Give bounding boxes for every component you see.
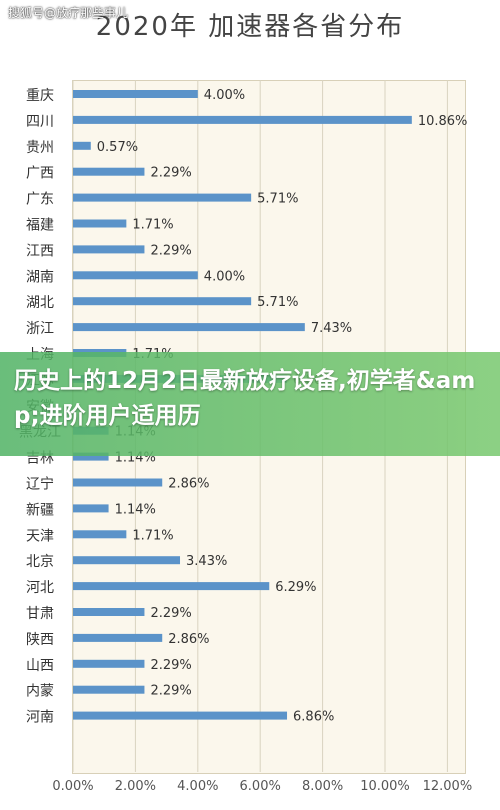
category-label: 山西	[26, 658, 54, 674]
value-label: 1.71%	[132, 218, 173, 233]
category-label: 福建	[26, 218, 54, 234]
value-label: 2.29%	[150, 243, 191, 258]
category-label: 广西	[26, 166, 54, 182]
bar	[73, 167, 145, 176]
bar	[73, 245, 145, 254]
bar	[73, 115, 412, 124]
x-tick-label: 6.00%	[240, 779, 281, 794]
category-label: 北京	[26, 554, 54, 570]
category-label: 湖南	[26, 269, 54, 285]
bar	[73, 659, 145, 668]
category-label: 新疆	[26, 502, 54, 518]
headline-text: 历史上的12月2日最新放疗设备,初学者&amp;进阶用户适用历	[14, 368, 476, 429]
category-label: 贵州	[26, 140, 54, 156]
value-label: 6.86%	[293, 710, 334, 725]
x-tick-label: 10.00%	[360, 779, 410, 794]
category-label: 江西	[26, 243, 54, 259]
value-label: 4.00%	[204, 88, 245, 103]
value-label: 2.86%	[168, 632, 209, 647]
value-label: 2.86%	[168, 477, 209, 492]
chart-title: 2020年 加速器各省分布	[95, 12, 405, 42]
value-label: 2.29%	[150, 606, 191, 621]
category-label: 天津	[26, 528, 54, 544]
category-label: 广东	[26, 192, 54, 208]
bar	[73, 193, 252, 202]
value-label: 2.29%	[150, 166, 191, 181]
bar	[73, 633, 163, 642]
bar	[73, 556, 181, 565]
value-label: 5.71%	[257, 295, 298, 310]
headline-banner[interactable]: 历史上的12月2日最新放疗设备,初学者&amp;进阶用户适用历	[0, 352, 500, 456]
category-label: 陕西	[26, 632, 54, 648]
category-label: 内蒙	[26, 684, 54, 700]
bar	[73, 297, 252, 306]
value-label: 1.14%	[115, 502, 156, 517]
category-label: 甘肃	[26, 606, 54, 622]
value-label: 0.57%	[97, 140, 138, 155]
category-label: 湖北	[26, 295, 54, 311]
bar	[73, 504, 109, 513]
x-tick-label: 2.00%	[115, 779, 156, 794]
value-label: 4.00%	[204, 269, 245, 284]
bar	[73, 141, 91, 150]
category-label: 重庆	[26, 88, 54, 104]
bar	[73, 323, 305, 332]
bar	[73, 685, 145, 694]
bar	[73, 608, 145, 616]
bar	[73, 530, 127, 539]
category-label: 河南	[26, 710, 54, 726]
bar	[73, 452, 109, 461]
x-tick-label: 8.00%	[302, 779, 343, 794]
bar	[73, 711, 288, 720]
category-label: 四川	[26, 114, 54, 130]
bar	[73, 219, 127, 228]
value-label: 6.29%	[275, 580, 316, 595]
category-label: 辽宁	[26, 476, 54, 493]
x-tick-label: 0.00%	[52, 779, 93, 794]
value-label: 10.86%	[418, 114, 468, 129]
bar	[73, 582, 270, 591]
bar	[73, 90, 198, 98]
x-tick-label: 4.00%	[177, 779, 218, 794]
bar	[73, 271, 198, 280]
value-label: 5.71%	[257, 192, 298, 207]
category-label: 河北	[26, 580, 54, 596]
value-label: 7.43%	[311, 321, 352, 336]
category-label: 浙江	[26, 321, 54, 337]
bar	[73, 478, 163, 487]
watermark-text: 搜狐号@放疗那些事儿	[8, 6, 129, 20]
value-label: 2.29%	[150, 684, 191, 699]
value-label: 1.71%	[132, 528, 173, 543]
value-label: 2.29%	[150, 658, 191, 673]
value-label: 3.43%	[186, 554, 227, 569]
x-tick-label: 12.00%	[423, 779, 473, 794]
